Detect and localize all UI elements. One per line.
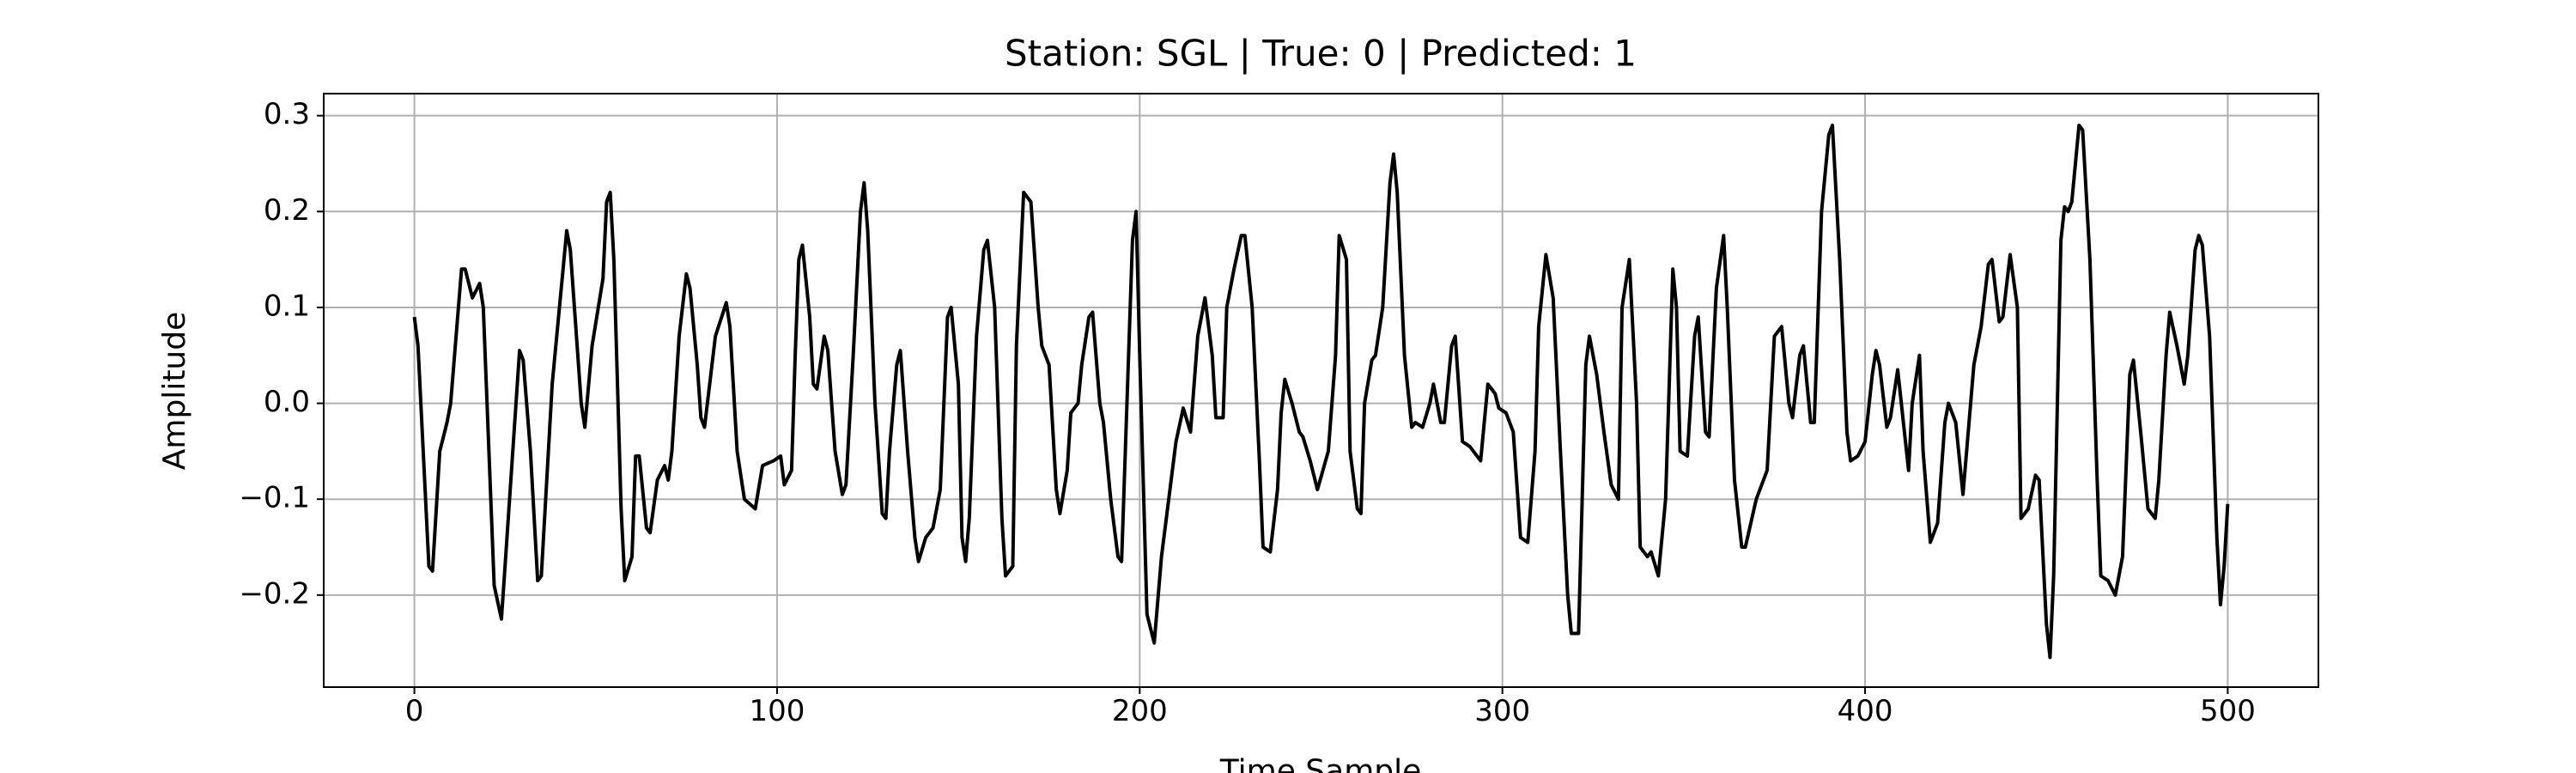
y-tick-label: 0.0 [264, 385, 310, 419]
y-tick-label: 0.3 [264, 97, 310, 131]
plot-area [412, 123, 2230, 660]
x-tick-label: 500 [2200, 694, 2256, 728]
y-tick-label: −0.1 [239, 481, 310, 515]
axes-frame [323, 93, 2319, 688]
x-tick-label: 300 [1474, 694, 1530, 728]
y-tick-label: 0.1 [264, 289, 310, 323]
x-tick-label: 0 [405, 694, 424, 728]
x-tick-label: 200 [1112, 694, 1168, 728]
chart-title: Station: SGL | True: 0 | Predicted: 1 [1005, 33, 1637, 75]
signal-line [412, 123, 2230, 660]
x-tick-label: 400 [1838, 694, 1893, 728]
ticks: 0 100 200 300 400 500 −0.2 −0.1 0.0 0.1 0.2 0.3 [239, 97, 2255, 728]
y-axis-label: Amplitude [157, 312, 192, 470]
x-tick-label: 100 [750, 694, 805, 728]
y-tick-label: 0.2 [264, 193, 310, 228]
x-axis-label: Time Sample [1219, 754, 1422, 773]
y-tick-label: −0.2 [239, 576, 310, 611]
